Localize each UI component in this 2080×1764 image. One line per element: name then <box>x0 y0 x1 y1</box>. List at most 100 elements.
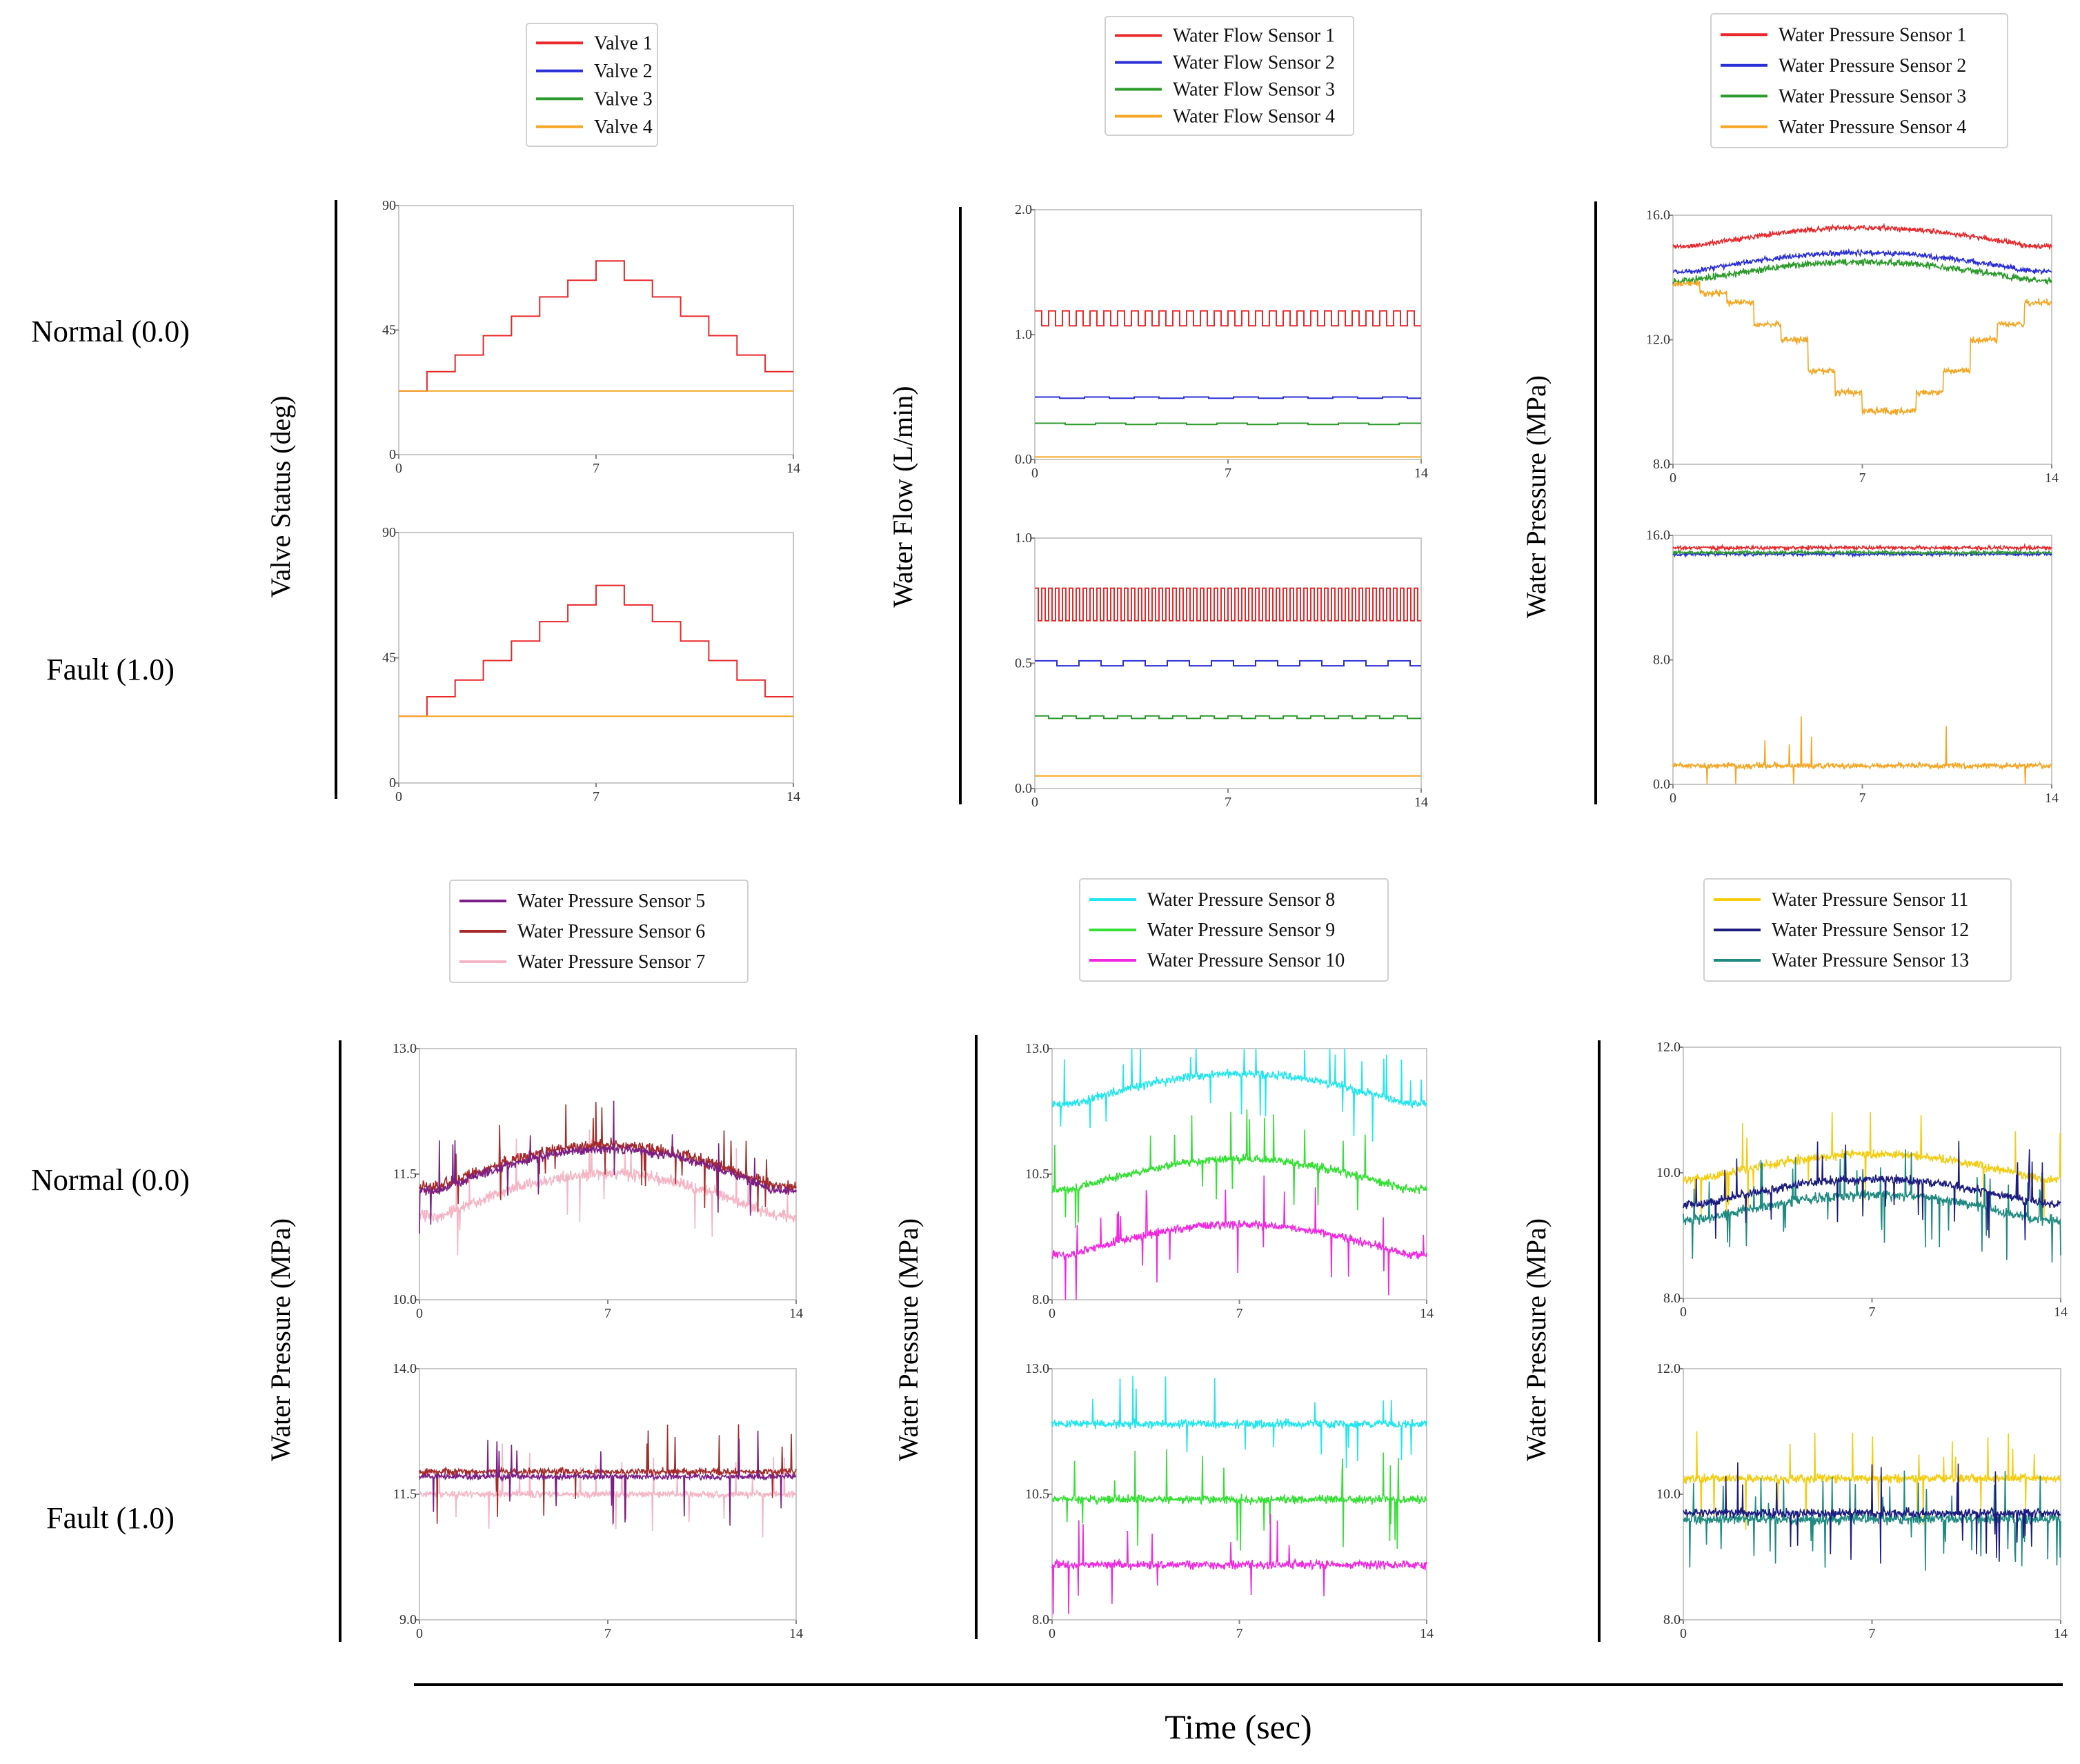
x-tick-label: 14 <box>786 789 800 804</box>
y-tick-label: 0.0 <box>1653 777 1670 792</box>
row-label-normal-bottom: Normal (0.0) <box>31 1163 190 1197</box>
pressure-5-7-y-axis-label: Water Pressure (MPa) <box>265 1218 296 1461</box>
series-line-water-pressure-sensor-4 <box>1672 716 2052 785</box>
pressure-8-10-legend: Water Pressure Sensor 8 Water Pressure Se… <box>1079 878 1389 982</box>
x-tick-label: 14 <box>789 1626 803 1641</box>
series-line-water-pressure-sensor-8 <box>1051 1376 1427 1468</box>
pressure-8-10-fault-panel: 8.0 10.5 13.0 0 7 14 <box>1025 1361 1434 1641</box>
x-tick-label: 0 <box>1670 470 1676 486</box>
y-tick-label: 10.0 <box>393 1292 417 1307</box>
y-tick-label: 11.5 <box>393 1487 417 1502</box>
series-line-water-pressure-sensor-13 <box>1683 1149 2061 1262</box>
valve-y-axis-label: Valve Status (deg) <box>265 395 296 597</box>
plot-area-frame <box>1051 1048 1427 1300</box>
x-tick-label: 7 <box>604 1306 611 1321</box>
y-tick-label: 16.0 <box>1646 528 1670 543</box>
series-line-water-pressure-sensor-3 <box>1672 548 2052 557</box>
pressure-8-10-normal-panel: 8.0 10.5 13.0 0 7 14 <box>1025 1041 1434 1321</box>
y-tick-label: 10.5 <box>1025 1487 1049 1502</box>
y-tick-label: 45 <box>382 651 396 666</box>
x-tick-label: 0 <box>416 1626 423 1641</box>
pressure-1-4-legend: Water Pressure Sensor 1 Water Pressure Se… <box>1710 13 2008 148</box>
x-tick-label: 14 <box>2045 791 2059 806</box>
legend-label: Water Pressure Sensor 7 <box>517 951 705 973</box>
charts-layer: Valve 1 Valve 2 Valve 3 Valve 4 Valve Status… <box>265 13 2068 1642</box>
x-tick-label: 14 <box>1414 466 1428 481</box>
legend-box <box>526 23 658 147</box>
flow-fault-panel: 0.0 0.5 1.0 0 7 14 <box>1015 531 1428 810</box>
series-line-water-pressure-sensor-5 <box>419 1430 797 1526</box>
pressure-11-13-legend: Water Pressure Sensor 11 Water Pressure S… <box>1703 878 2012 982</box>
pressure-11-13-y-axis-label: Water Pressure (MPa) <box>1521 1218 1552 1461</box>
series-line-water-flow-sensor-1 <box>1035 310 1421 327</box>
series-line-water-flow-sensor-3 <box>1035 422 1421 426</box>
y-tick-label: 14.0 <box>393 1361 417 1376</box>
y-tick-label: 12.0 <box>1656 1361 1681 1376</box>
y-tick-label: 0 <box>389 775 396 791</box>
pressure-5-7-legend: Water Pressure Sensor 5 Water Pressure Se… <box>449 880 749 983</box>
x-tick-label: 0 <box>395 461 402 476</box>
x-tick-label: 0 <box>416 1306 423 1321</box>
legend-label: Valve 4 <box>594 117 653 138</box>
series-line-water-flow-sensor-1 <box>1035 587 1421 622</box>
y-tick-label: 0.0 <box>1015 452 1032 467</box>
series-line-water-pressure-sensor-6 <box>419 1424 797 1524</box>
x-tick-label: 0 <box>1680 1305 1687 1320</box>
x-tick-label: 14 <box>2054 1626 2068 1641</box>
x-tick-label: 7 <box>1859 791 1866 806</box>
x-tick-label: 0 <box>1049 1306 1056 1321</box>
y-tick-label: 16.0 <box>1646 208 1670 223</box>
x-tick-label: 14 <box>1420 1626 1434 1641</box>
series-line-water-pressure-sensor-7 <box>419 1443 797 1538</box>
row-label-fault-top: Fault (1.0) <box>46 653 175 686</box>
plot-area-frame <box>1672 535 2052 785</box>
legend-label: Water Pressure Sensor 6 <box>517 921 705 942</box>
y-tick-label: 90 <box>382 525 396 540</box>
y-tick-label: 8.0 <box>1653 653 1670 668</box>
legend-label: Water Pressure Sensor 9 <box>1147 920 1335 941</box>
x-tick-label: 14 <box>2054 1305 2068 1320</box>
legend-label: Water Flow Sensor 2 <box>1173 52 1335 74</box>
pressure-1-4-fault-panel: 0.0 8.0 16.0 0 7 14 <box>1646 528 2059 806</box>
pressure-11-13-fault-panel: 8.0 10.0 12.0 0 7 14 <box>1656 1361 2068 1641</box>
pressure-1-4-y-axis-label: Water Pressure (MPa) <box>1521 375 1552 618</box>
x-tick-label: 7 <box>1225 466 1231 481</box>
x-tick-label: 7 <box>1236 1306 1243 1321</box>
y-tick-label: 10.5 <box>1025 1167 1049 1182</box>
legend-box <box>1710 13 2008 148</box>
x-tick-label: 14 <box>789 1306 803 1321</box>
legend-label: Water Pressure Sensor 4 <box>1779 117 1966 138</box>
legend-label: Valve 2 <box>594 61 653 82</box>
legend-box <box>1703 878 2012 982</box>
y-tick-label: 0 <box>389 447 396 462</box>
series-line-water-pressure-sensor-10 <box>1051 1514 1427 1615</box>
legend-label: Water Flow Sensor 3 <box>1173 79 1335 101</box>
x-tick-label: 7 <box>593 789 600 804</box>
x-tick-label: 14 <box>1420 1306 1434 1321</box>
plot-area-frame <box>1034 209 1422 460</box>
series-line-water-pressure-sensor-8 <box>1051 1048 1427 1142</box>
pressure-11-13-normal-panel: 8.0 10.0 12.0 0 7 14 <box>1656 1040 2068 1320</box>
x-tick-label: 0 <box>1031 795 1038 810</box>
series-line-water-flow-sensor-3 <box>1035 715 1421 720</box>
y-tick-label: 8.0 <box>1663 1612 1681 1627</box>
x-tick-label: 0 <box>395 789 402 804</box>
y-tick-label: 9.0 <box>399 1612 417 1627</box>
legend-label: Water Pressure Sensor 8 <box>1147 889 1335 911</box>
series-line-water-pressure-sensor-5 <box>419 1100 797 1234</box>
series-line-water-pressure-sensor-6 <box>419 1102 797 1212</box>
legend-label: Water Pressure Sensor 1 <box>1779 24 1966 46</box>
row-label-normal-top: Normal (0.0) <box>31 315 190 348</box>
y-tick-label: 1.0 <box>1015 531 1032 546</box>
legend-box <box>1079 878 1389 982</box>
pressure-8-10-y-axis-label: Water Pressure (MPa) <box>893 1218 924 1461</box>
y-tick-label: 45 <box>382 323 396 338</box>
legend-box <box>449 880 749 983</box>
legend-label: Water Pressure Sensor 13 <box>1772 950 1969 971</box>
plot-area-frame <box>398 205 794 455</box>
legend-label: Water Pressure Sensor 12 <box>1772 920 1969 941</box>
series-line-water-pressure-sensor-1 <box>1672 543 2052 552</box>
x-tick-label: 14 <box>2045 470 2059 486</box>
x-tick-label: 7 <box>1869 1305 1876 1320</box>
